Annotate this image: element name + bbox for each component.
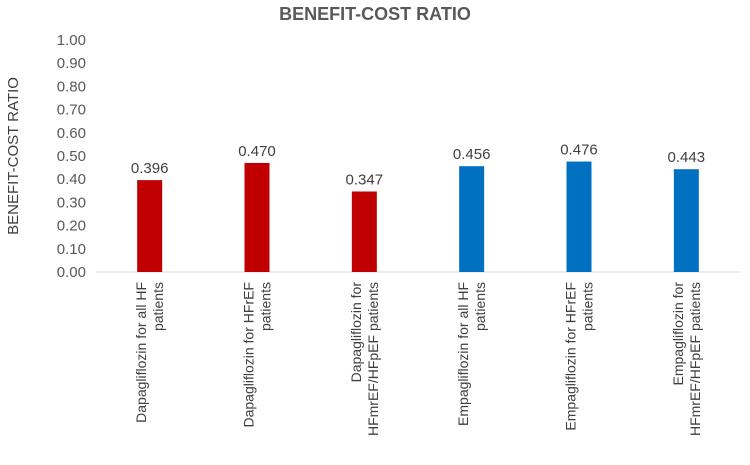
data-label: 0.476 xyxy=(560,142,598,159)
y-axis-ticks: 0.00 0.10 0.20 0.30 0.40 0.50 0.60 0.70 0.80 0.90… xyxy=(57,32,86,281)
bar xyxy=(352,191,377,272)
data-label: 0.396 xyxy=(131,160,169,177)
x-tick-label-line: Empagliflozin for HFrEF xyxy=(563,282,579,431)
x-tick-label-line: HFmrEF/HFpEF patients xyxy=(687,282,703,436)
bar xyxy=(245,163,270,272)
y-tick-label: 0.90 xyxy=(57,55,86,72)
x-tick-label-line: patients xyxy=(472,282,488,331)
bar-chart-svg: BENEFIT-COST RATIO BENEFIT-COST RATIO 0.… xyxy=(0,0,750,465)
y-tick-label: 0.20 xyxy=(57,218,86,235)
y-tick-label: 0.80 xyxy=(57,78,86,95)
data-labels: 0.396 0.470 0.347 0.456 0.476 0.443 xyxy=(131,142,705,189)
bar xyxy=(567,162,592,272)
y-tick-label: 1.00 xyxy=(57,32,86,49)
chart-title: BENEFIT-COST RATIO xyxy=(279,4,471,24)
data-label: 0.443 xyxy=(668,149,706,166)
x-tick-label-line: patients xyxy=(580,282,596,331)
y-tick-label: 0.60 xyxy=(57,125,86,142)
x-tick-label-line: Dapagliflozin for HFrEF xyxy=(241,282,257,428)
x-tick-label-line: HFmrEF/HFpEF patients xyxy=(365,282,381,436)
x-tick-label-line: patients xyxy=(258,282,274,331)
x-tick-label: Dapagliflozin for all HF patients xyxy=(133,282,166,423)
bar xyxy=(137,180,162,272)
x-tick-label: Dapagliflozin for HFmrEF/HFpEF patients xyxy=(348,282,381,436)
x-tick-label: Dapagliflozin for HFrEF patients xyxy=(241,282,274,428)
bar xyxy=(674,169,699,272)
chart: BENEFIT-COST RATIO BENEFIT-COST RATIO 0.… xyxy=(0,0,750,465)
data-label: 0.347 xyxy=(346,171,384,188)
bar xyxy=(459,166,484,272)
y-tick-label: 0.40 xyxy=(57,171,86,188)
x-tick-label: Empagliflozin for HFmrEF/HFpEF patients xyxy=(670,282,703,436)
x-axis-ticks: Dapagliflozin for all HF patients Dapaglif… xyxy=(133,282,703,436)
x-tick-label-line: Dapagliflozin for all HF xyxy=(133,282,149,423)
y-tick-label: 0.00 xyxy=(57,264,86,281)
data-label: 0.470 xyxy=(238,143,276,160)
x-tick-label-line: Empagliflozin for all HF xyxy=(455,282,471,426)
x-tick-label: Empagliflozin for HFrEF patients xyxy=(563,282,596,431)
x-tick-label-line: patients xyxy=(150,282,166,331)
y-tick-label: 0.30 xyxy=(57,194,86,211)
data-label: 0.456 xyxy=(453,146,491,163)
x-tick-label: Empagliflozin for all HF patients xyxy=(455,282,488,426)
bars xyxy=(137,162,699,272)
x-tick-label-line: Dapagliflozin for xyxy=(348,282,364,383)
y-axis-label: BENEFIT-COST RATIO xyxy=(5,77,22,235)
y-tick-label: 0.50 xyxy=(57,148,86,165)
x-tick-label-line: Empagliflozin for xyxy=(670,282,686,386)
y-tick-label: 0.10 xyxy=(57,241,86,258)
y-tick-label: 0.70 xyxy=(57,102,86,119)
